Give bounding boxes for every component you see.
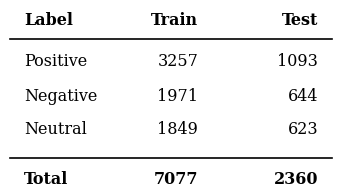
Text: Label: Label (24, 12, 73, 29)
Text: 3257: 3257 (157, 53, 198, 70)
Text: 644: 644 (288, 88, 318, 104)
Text: Test: Test (282, 12, 318, 29)
Text: Neutral: Neutral (24, 121, 87, 138)
Text: 623: 623 (287, 121, 318, 138)
Text: Total: Total (24, 171, 68, 188)
Text: 1093: 1093 (277, 53, 318, 70)
Text: Train: Train (151, 12, 198, 29)
Text: 1971: 1971 (157, 88, 198, 104)
Text: 7077: 7077 (154, 171, 198, 188)
Text: 1849: 1849 (157, 121, 198, 138)
Text: 2360: 2360 (274, 171, 318, 188)
Text: Positive: Positive (24, 53, 87, 70)
Text: Negative: Negative (24, 88, 97, 104)
